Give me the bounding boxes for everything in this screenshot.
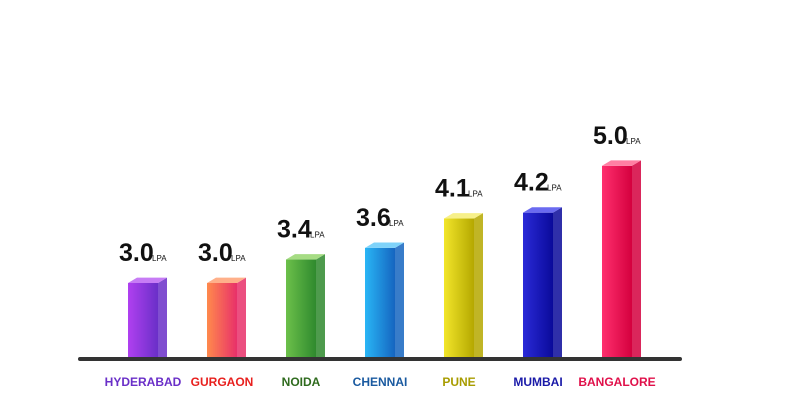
bar-top-hyderabad (128, 277, 167, 283)
bar-top-chennai (365, 242, 404, 248)
bar-hyderabad (128, 277, 167, 358)
bar-front-pune (444, 218, 474, 358)
labels-layer: 3.0LPAHYDERABAD3.0LPAGURGAON3.4LPANOIDA3… (105, 122, 656, 389)
category-label-pune: PUNE (442, 375, 475, 389)
bar-top-pune (444, 213, 483, 219)
bar-mumbai (523, 207, 562, 358)
value-unit-noida: LPA (310, 231, 325, 240)
category-label-mumbai: MUMBAI (513, 375, 562, 389)
value-unit-pune: LPA (468, 190, 483, 199)
bar-top-bangalore (602, 160, 641, 166)
category-label-hyderabad: HYDERABAD (105, 375, 182, 389)
value-label-gurgaon: 3.0 (198, 239, 233, 267)
value-label-pune: 4.1 (435, 175, 470, 203)
value-label-mumbai: 4.2 (514, 169, 549, 197)
bar-side-hyderabad (158, 277, 167, 358)
bar-pune (444, 213, 483, 358)
bar-side-noida (316, 254, 325, 358)
bars-layer (128, 160, 641, 358)
bar-top-gurgaon (207, 277, 246, 283)
bar-bangalore (602, 160, 641, 358)
bar-front-chennai (365, 247, 395, 358)
bar-side-pune (474, 213, 483, 358)
bar-side-gurgaon (237, 277, 246, 358)
bar-noida (286, 254, 325, 358)
value-unit-bangalore: LPA (626, 137, 641, 146)
value-label-bangalore: 5.0 (593, 122, 628, 150)
value-unit-hyderabad: LPA (152, 254, 167, 263)
value-label-hyderabad: 3.0 (119, 239, 154, 267)
value-label-chennai: 3.6 (356, 204, 391, 232)
bar-gurgaon (207, 277, 246, 358)
bar-chennai (365, 242, 404, 358)
value-unit-gurgaon: LPA (231, 254, 246, 263)
bar-front-gurgaon (207, 283, 237, 358)
bar-top-noida (286, 254, 325, 260)
bar-top-mumbai (523, 207, 562, 213)
bar-front-mumbai (523, 212, 553, 358)
category-label-chennai: CHENNAI (353, 375, 408, 389)
bar-front-bangalore (602, 165, 632, 358)
value-unit-chennai: LPA (389, 219, 404, 228)
category-label-gurgaon: GURGAON (191, 375, 254, 389)
bar-front-hyderabad (128, 283, 158, 358)
value-unit-mumbai: LPA (547, 184, 562, 193)
bar-side-bangalore (632, 160, 641, 358)
category-label-noida: NOIDA (282, 375, 321, 389)
category-label-bangalore: BANGALORE (578, 375, 655, 389)
bar-side-mumbai (553, 207, 562, 358)
bar-front-noida (286, 259, 316, 358)
bar-side-chennai (395, 242, 404, 358)
value-label-noida: 3.4 (277, 216, 312, 244)
